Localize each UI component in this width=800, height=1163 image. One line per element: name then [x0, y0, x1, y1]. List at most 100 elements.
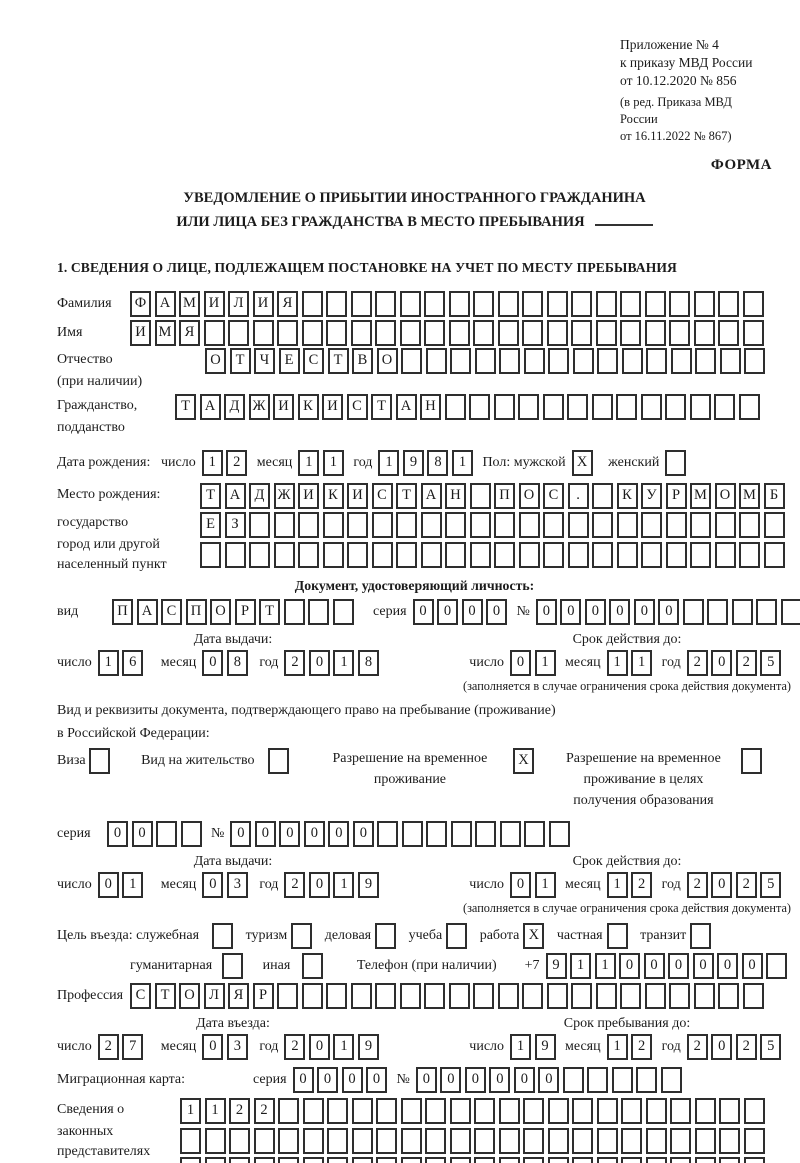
- phone-cell[interactable]: 0: [619, 953, 641, 979]
- char-cell[interactable]: [547, 1127, 569, 1154]
- char-cell[interactable]: Е: [278, 348, 300, 374]
- char-cell[interactable]: 0: [461, 599, 483, 625]
- char-cell[interactable]: [283, 599, 305, 625]
- char-cell[interactable]: [376, 1098, 397, 1124]
- char-cell[interactable]: [719, 1157, 740, 1163]
- char-cell[interactable]: [420, 512, 442, 538]
- phone-cell[interactable]: 0: [741, 953, 763, 979]
- char-cell[interactable]: [571, 983, 592, 1009]
- char-cell[interactable]: [742, 319, 764, 346]
- char-cell[interactable]: 0: [202, 872, 224, 898]
- char-cell[interactable]: 2: [631, 872, 653, 898]
- char-cell[interactable]: [763, 512, 785, 538]
- purpose-humanitarian-checkbox[interactable]: [222, 953, 247, 979]
- char-cell[interactable]: [523, 1098, 544, 1124]
- char-cell[interactable]: О: [205, 348, 226, 374]
- char-cell[interactable]: [592, 512, 613, 538]
- char-cell[interactable]: Е: [200, 512, 221, 538]
- char-cell[interactable]: [522, 291, 543, 317]
- char-cell[interactable]: [400, 1157, 422, 1163]
- char-cell[interactable]: [546, 291, 568, 317]
- char-cell[interactable]: [597, 348, 618, 374]
- char-cell[interactable]: [763, 541, 785, 568]
- purpose-transit-cell[interactable]: [690, 923, 712, 949]
- purpose-study-checkbox[interactable]: [446, 923, 471, 949]
- char-cell[interactable]: С: [346, 394, 368, 420]
- char-cell[interactable]: 0: [317, 1067, 339, 1093]
- purpose-transit-checkbox[interactable]: [690, 923, 715, 949]
- char-cell[interactable]: 0: [352, 821, 374, 847]
- char-cell[interactable]: Т: [175, 394, 196, 420]
- char-cell[interactable]: 1: [451, 449, 473, 476]
- char-cell[interactable]: 1: [606, 650, 628, 676]
- char-cell[interactable]: [547, 1157, 569, 1163]
- char-cell[interactable]: 2: [97, 1034, 119, 1060]
- char-cell[interactable]: [621, 1157, 642, 1163]
- char-cell[interactable]: [645, 1127, 667, 1154]
- char-cell[interactable]: [693, 291, 715, 317]
- char-cell[interactable]: [694, 1157, 716, 1163]
- char-cell[interactable]: Т: [396, 482, 417, 509]
- char-cell[interactable]: [376, 1127, 397, 1154]
- char-cell[interactable]: 0: [308, 650, 330, 676]
- char-cell[interactable]: 3: [226, 872, 248, 898]
- char-cell[interactable]: Ж: [248, 394, 270, 420]
- char-cell[interactable]: [497, 983, 519, 1009]
- char-cell[interactable]: [180, 1157, 201, 1163]
- char-cell[interactable]: 9: [357, 872, 379, 898]
- char-cell[interactable]: [596, 1127, 618, 1154]
- char-cell[interactable]: [714, 512, 736, 538]
- edu-residence-checkbox-cell[interactable]: [741, 748, 763, 774]
- char-cell[interactable]: Ж: [273, 482, 295, 509]
- char-cell[interactable]: [351, 1157, 373, 1163]
- char-cell[interactable]: Т: [229, 348, 251, 374]
- char-cell[interactable]: [322, 512, 344, 538]
- char-cell[interactable]: 0: [513, 1067, 535, 1093]
- char-cell[interactable]: [497, 319, 519, 346]
- char-cell[interactable]: [200, 541, 221, 568]
- char-cell[interactable]: 1: [180, 1098, 201, 1124]
- char-cell[interactable]: [204, 1157, 226, 1163]
- char-cell[interactable]: 9: [357, 1034, 379, 1060]
- char-cell[interactable]: [474, 1157, 495, 1163]
- char-cell[interactable]: [332, 599, 354, 625]
- char-cell[interactable]: 2: [735, 872, 757, 898]
- char-cell[interactable]: 0: [464, 1067, 486, 1093]
- char-cell[interactable]: Р: [234, 599, 256, 625]
- char-cell[interactable]: [694, 1098, 716, 1124]
- char-cell[interactable]: [548, 348, 569, 374]
- char-cell[interactable]: [636, 1067, 658, 1093]
- char-cell[interactable]: [301, 291, 323, 317]
- char-cell[interactable]: [616, 512, 638, 538]
- char-cell[interactable]: [377, 821, 399, 847]
- char-cell[interactable]: 5: [760, 872, 782, 898]
- char-cell[interactable]: 1: [122, 872, 144, 898]
- char-cell[interactable]: [301, 983, 323, 1009]
- char-cell[interactable]: [690, 512, 711, 538]
- char-cell[interactable]: [371, 541, 393, 568]
- char-cell[interactable]: [518, 541, 540, 568]
- purpose-private-checkbox[interactable]: [606, 923, 632, 949]
- char-cell[interactable]: И: [322, 394, 343, 420]
- char-cell[interactable]: [620, 291, 641, 317]
- char-cell[interactable]: [731, 599, 753, 625]
- char-cell[interactable]: С: [371, 482, 393, 509]
- char-cell[interactable]: [399, 983, 421, 1009]
- char-cell[interactable]: У: [641, 482, 662, 509]
- char-cell[interactable]: [596, 1098, 618, 1124]
- char-cell[interactable]: [277, 319, 298, 346]
- char-cell[interactable]: [543, 512, 564, 538]
- char-cell[interactable]: [523, 1127, 544, 1154]
- char-cell[interactable]: П: [494, 482, 515, 509]
- char-cell[interactable]: 0: [489, 1067, 511, 1093]
